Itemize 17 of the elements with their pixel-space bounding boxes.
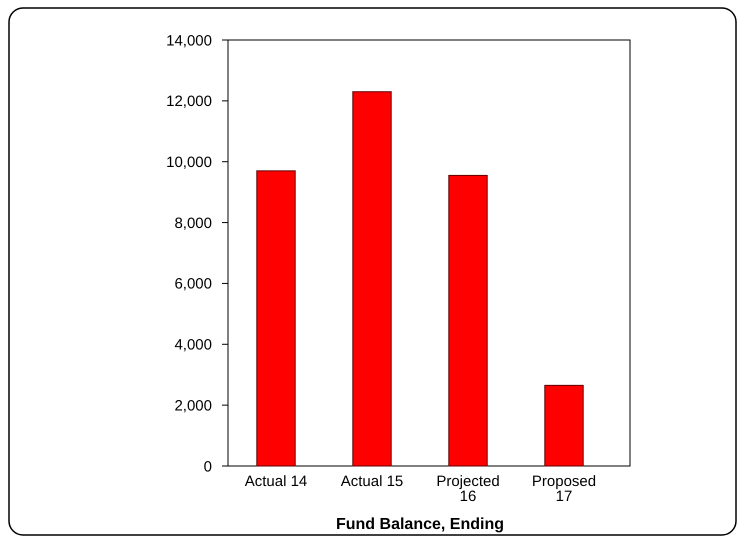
bar <box>544 384 584 466</box>
y-tick-label: 2,000 <box>174 397 212 414</box>
y-tick-label: 10,000 <box>166 154 212 171</box>
y-tick-label: 4,000 <box>174 336 212 354</box>
bar <box>352 91 392 466</box>
x-tick-label: Proposed 17 <box>532 473 596 505</box>
y-tick-label: 12,000 <box>166 93 212 110</box>
y-tick-label: 0 <box>204 458 212 476</box>
y-tick-label: 8,000 <box>174 214 212 232</box>
y-tick-label: 14,000 <box>166 32 212 50</box>
bar <box>256 170 296 466</box>
x-tick-label: Projected 16 <box>436 473 500 505</box>
bar <box>448 174 488 466</box>
x-tick-label: Actual 15 <box>340 473 404 490</box>
y-tick-label: 6,000 <box>174 276 212 293</box>
x-axis-title: Fund Balance, Ending <box>336 516 504 533</box>
x-tick-label: Actual 14 <box>244 473 308 490</box>
